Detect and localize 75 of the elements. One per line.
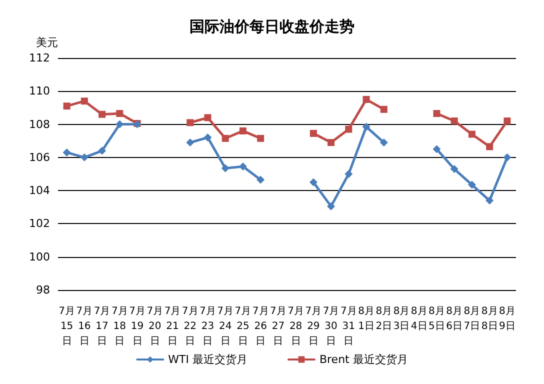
point	[503, 153, 512, 162]
x-tick-label: 7月25日	[234, 306, 252, 347]
x-tick-label: 7月31日	[340, 306, 357, 347]
x-tick-label: 7月23日	[200, 306, 216, 347]
y-tick-label: 106	[29, 150, 50, 164]
point	[80, 153, 88, 162]
point	[221, 164, 230, 172]
point	[380, 106, 388, 113]
x-tick-label: 7月21日	[164, 306, 181, 347]
point	[468, 130, 476, 138]
point	[432, 145, 441, 154]
point	[380, 138, 388, 147]
y-tick-label: 108	[29, 118, 50, 131]
point	[486, 196, 494, 205]
x-tick-label: 7月27日	[270, 306, 286, 347]
point	[328, 139, 335, 146]
point	[222, 134, 229, 142]
point	[238, 162, 247, 171]
point	[344, 170, 353, 178]
point	[256, 176, 265, 184]
point	[327, 202, 336, 210]
x-tick-label: 7月17日	[94, 306, 110, 347]
x-tick-label: 7月30日	[322, 306, 340, 347]
x-tick-label: 7月22日	[182, 306, 198, 347]
x-tick-label: 7月29日	[305, 306, 322, 347]
x-tick-label: 8月6日	[446, 306, 463, 332]
x-tick-label: 8月3日	[393, 306, 410, 332]
x-tick-label: 7月16日	[76, 306, 93, 347]
point	[345, 126, 352, 133]
x-tick-label: 7月26日	[252, 306, 269, 347]
y-tick-label: 104	[29, 184, 50, 198]
point	[450, 117, 458, 124]
x-tick-label: 8月1日	[358, 306, 374, 332]
y-tick-label: 100	[29, 250, 50, 264]
point	[62, 148, 71, 156]
point	[362, 96, 370, 103]
chart-title: 国际油价每日收盘价走势	[190, 18, 354, 36]
x-tick-label: 7月18日	[111, 306, 128, 347]
legend-label: WTI 最近交货月	[168, 353, 248, 366]
point	[486, 143, 494, 150]
point	[186, 138, 194, 147]
point	[204, 114, 212, 122]
point	[257, 134, 264, 142]
point	[80, 98, 88, 105]
point	[186, 119, 194, 126]
x-tick-label: 8月8日	[481, 306, 498, 332]
point	[309, 178, 318, 186]
x-tick-label: 7月20日	[146, 306, 164, 347]
x-tick-label: 7月24日	[217, 306, 234, 347]
point	[116, 110, 124, 118]
y-tick-label: 102	[29, 217, 50, 230]
point	[63, 102, 70, 110]
point	[450, 165, 458, 174]
x-tick-label: 7月28日	[288, 306, 304, 347]
point	[362, 122, 370, 131]
point	[310, 130, 317, 137]
x-tick-label: 8月7日	[464, 306, 480, 332]
x-tick-label: 8月5日	[428, 306, 445, 332]
point	[433, 110, 440, 118]
point	[204, 134, 212, 142]
point	[98, 110, 106, 118]
y-tick-label: 112	[29, 52, 50, 64]
x-tick-label: 8月4日	[410, 306, 428, 332]
y-tick-label: 110	[29, 84, 50, 98]
point	[468, 180, 476, 189]
x-tick-label: 7月15日	[58, 306, 75, 347]
legend-label: Brent 最近交货月	[319, 353, 408, 366]
point	[98, 146, 106, 155]
x-tick-label: 8月9日	[499, 306, 516, 332]
point	[239, 127, 246, 134]
y-axis-title: 美元	[36, 36, 58, 49]
point	[504, 117, 511, 124]
y-tick-label: 98	[36, 284, 50, 296]
x-tick-label: 7月19日	[129, 306, 146, 347]
x-tick-label: 8月2日	[376, 306, 392, 332]
